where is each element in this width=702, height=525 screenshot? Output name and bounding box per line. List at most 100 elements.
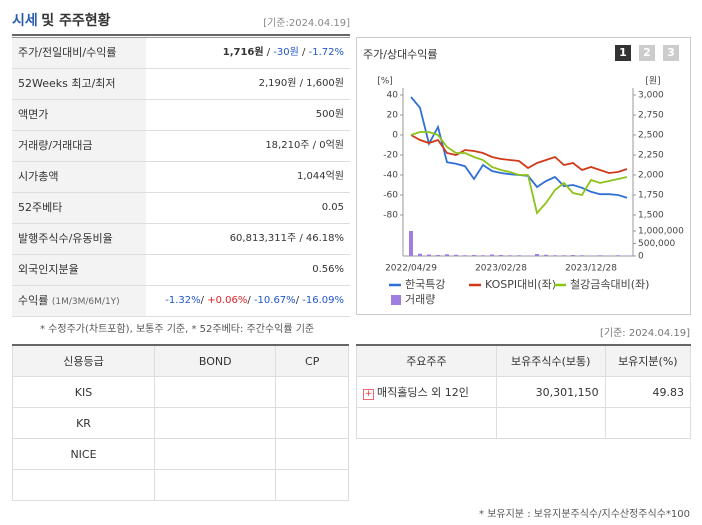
cell [275,469,349,501]
title-rest: 및 주주현황 [41,13,111,29]
cell-text: 49.83 [652,385,685,399]
table-row: KR [11,407,349,439]
tab[interactable]: 3 [663,45,679,61]
legend-label: KOSPI대비(좌) [485,278,556,291]
volume-bar [616,255,620,256]
y-tick-label: -80 [383,211,398,221]
x-tick-label: 2023/12/28 [565,264,617,274]
volume-bar [607,255,611,256]
y2-tick-label: 2,750 [638,111,664,121]
row-label: 수익률 (1M/3M/6M/1Y) [12,286,146,316]
y-tick-label: -40 [383,171,398,181]
row-value: 0.56% [146,255,350,285]
row-value: 500원 [146,100,350,130]
row: 외국인지분율 0.56% [12,255,350,286]
value-part: / [298,47,309,58]
cell-text: 30,301,150 [535,385,599,399]
row-label: 발행주식수/유동비율 [12,224,146,254]
volume-bar [490,254,494,256]
table-row [356,407,692,439]
cell-text: 매직홀딩스 외 12인 [377,386,469,399]
y2-tick-label: 1,500 [638,211,664,221]
value-part: +0.06% [207,295,248,306]
value-part: 500원 [315,109,344,120]
y-axis-label: [%] [377,77,393,87]
value-part: / [263,47,274,58]
cell [275,438,349,470]
y2-tick-label: 0 [638,252,644,262]
value-part: / [295,295,303,306]
holders-note: * 보유지분 : 보유지분주식수/지수산정주식수*100 [479,509,690,520]
value-part: 1,716원 [222,47,264,58]
tab[interactable]: 2 [639,45,655,61]
value-part: -1.32% [165,295,201,306]
holders-table: 주요주주 보유주식수(보통) 보유지분(%) + 매직홀딩스 외 12인 30,301,1… [356,344,692,439]
cell: KIS [11,376,156,408]
label-text: 52주베타 [18,201,63,214]
cell [356,407,497,439]
row: 주가/전일대비/수익률 1,716원 / -30원 / -1.72% [12,38,350,69]
cell: 49.83 [604,376,692,408]
volume-bar [625,255,629,256]
volume-bar [499,255,503,256]
header-cell: 주요주주 [356,344,497,377]
volume-bar [553,255,557,256]
chart: [%] [원] 40 20 0 -20 -40 -60 -80 3,000 2,750 2,500 2,… [377,76,684,307]
label-text: 발행주식수/유동비율 [18,232,113,245]
cell: + 매직홀딩스 외 12인 [356,376,497,408]
y-tick-label: -60 [383,191,398,201]
volume-bar [427,254,431,256]
value-part: -1.72% [308,47,344,58]
cell [604,407,692,439]
table-row [11,469,349,501]
chart-date: [기준: 2024.04.19] [599,328,690,339]
value-part: 2,190원 / 1,600원 [258,78,344,89]
volume-bar [589,255,593,256]
volume-bar [472,255,476,256]
value-part: / [200,295,208,306]
cell [275,376,349,408]
value-part: -10.67% [253,295,296,306]
y2-tick-label: 2,500 [638,131,664,141]
volume-bar [409,231,413,256]
chart-panel: 주가/상대수익률 1 2 3 [%] [원] 40 20 0 -20 -40 -60 -80 3,… [356,37,691,315]
tab[interactable]: 1 [615,45,631,61]
panel-title: 주가/상대수익률 [363,48,438,61]
row: 발행주식수/유동비율 60,813,311주 / 46.18% [12,224,350,255]
series-line [410,134,628,174]
volume-bar [445,254,449,256]
label-text: 시가총액 [18,170,59,183]
date: [기준:2024.04.19] [263,18,350,29]
cell [154,376,277,408]
volume-bar [517,255,521,256]
volume-bar [544,254,548,256]
value-part: 0.56% [312,264,344,275]
cell-text: KIS [74,385,93,399]
header-cell: 보유주식수(보통) [495,344,606,377]
volume-bar [463,255,467,256]
row-label: 거래량/거래대금 [12,131,146,161]
header-cell: BOND [154,344,277,377]
row: 액면가 500원 [12,100,350,131]
legend-label: 거래량 [405,293,435,306]
label-text: 수익률 [18,294,49,307]
volume-bar [562,255,566,256]
value-part: -16.09% [302,295,344,306]
legend-swatch [391,295,401,305]
label-text: 주가/전일대비/수익률 [18,46,117,59]
cell [154,469,277,501]
value-part: 18,210주 / 0억원 [265,140,344,151]
y-tick-label: 40 [387,91,399,101]
volume-bar [580,255,584,256]
volume-bar [418,253,422,256]
volume-bar [436,255,440,256]
note: * 수정주가(차트포함), 보통주 기준, * 52주베타: 주간수익률 기준 [40,324,315,335]
cell [154,438,277,470]
row-value: 1,044억원 [146,162,350,192]
cell: NICE [11,438,156,470]
legend-label: 한국특강 [405,278,445,291]
row-value: 60,813,311주 / 46.18% [146,224,350,254]
value-part: -30원 [273,47,299,58]
row-label: 52Weeks 최고/최저 [12,69,146,99]
